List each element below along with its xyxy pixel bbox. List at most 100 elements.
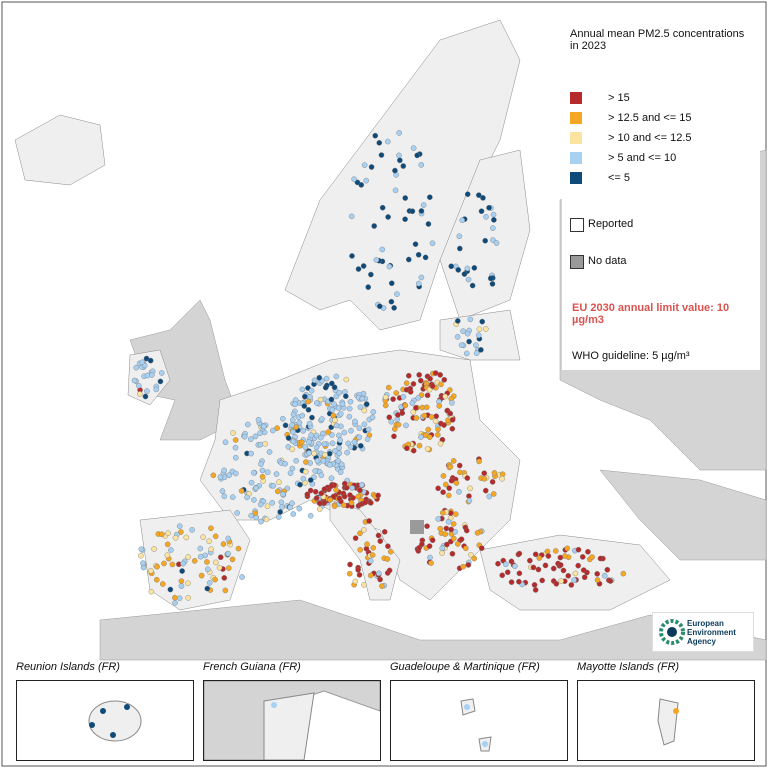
station-dot (444, 541, 450, 548)
station-dot (359, 395, 366, 402)
station-dot (153, 576, 160, 583)
station-dot (308, 387, 315, 394)
station-dot (148, 567, 154, 574)
station-dot (285, 443, 292, 450)
station-dot (333, 487, 339, 493)
station-dot (418, 208, 425, 214)
station-dot (535, 566, 542, 573)
station-dot (255, 416, 262, 423)
station-dot (456, 462, 463, 469)
station-dot (385, 214, 391, 220)
station-dot (133, 364, 139, 371)
station-dot (204, 559, 210, 565)
legend-swatch (570, 112, 582, 124)
station-dot (307, 394, 313, 400)
station-dot (457, 245, 463, 252)
station-dot (335, 405, 342, 411)
station-dot (487, 275, 494, 282)
station-dot (359, 482, 365, 488)
station-dot (379, 583, 385, 589)
station-dot (164, 552, 171, 559)
station-dot (337, 469, 344, 475)
station-dot (325, 429, 332, 435)
station-dot (435, 432, 441, 438)
station-dot (378, 152, 385, 158)
station-dot (579, 554, 586, 560)
station-dot (329, 440, 336, 447)
station-dot (460, 563, 466, 570)
station-dot (384, 138, 391, 145)
legend-label: <= 5 (608, 172, 631, 184)
station-dot (469, 282, 476, 289)
station-dot (370, 409, 377, 415)
station-dot (347, 561, 353, 568)
station-dot (428, 560, 434, 566)
station-dot (264, 503, 271, 510)
station-dot (476, 326, 483, 333)
station-dot (298, 439, 305, 446)
station-dot (440, 510, 446, 516)
station-dot (358, 182, 365, 188)
inset-label: French Guiana (FR) (203, 661, 301, 673)
station-dot (248, 512, 255, 519)
station-dot (131, 377, 138, 384)
station-dot (423, 404, 430, 411)
station-dot (357, 530, 363, 537)
station-dot (206, 538, 212, 545)
station-dot (140, 560, 146, 566)
station-dot (229, 494, 236, 500)
station-dot (183, 534, 190, 541)
station-dot (426, 543, 433, 549)
station-dot (316, 506, 323, 512)
station-dot (481, 470, 488, 476)
station-dot (620, 570, 627, 577)
station-dot (352, 418, 358, 425)
station-dot (252, 510, 259, 516)
station-dot (428, 414, 435, 420)
station-dot (460, 328, 466, 334)
station-dot (365, 426, 372, 433)
station-dot (489, 281, 496, 287)
station-dot (305, 398, 312, 405)
station-dot (306, 420, 313, 427)
station-dot (264, 469, 271, 476)
station-dot (346, 413, 353, 420)
station-dot (392, 167, 398, 174)
station-dot (458, 342, 465, 348)
station-dot (435, 426, 441, 433)
station-dot (441, 422, 447, 428)
station-dot (185, 554, 191, 560)
station-dot (176, 523, 183, 529)
station-dot (180, 560, 186, 567)
station-dot (314, 457, 321, 464)
station-dot (369, 414, 376, 421)
station-dot (290, 429, 296, 435)
station-dot (604, 566, 611, 573)
station-dot (365, 284, 372, 290)
station-dot (447, 410, 454, 417)
station-dot (328, 396, 335, 403)
station-dot (338, 461, 345, 468)
station-dot (253, 485, 259, 491)
station-dot (206, 580, 213, 586)
station-dot (495, 560, 501, 567)
station-dot (357, 487, 363, 494)
station-dot (467, 316, 474, 323)
station-dot (320, 458, 327, 464)
station-dot (450, 458, 457, 464)
station-dot (260, 423, 267, 430)
station-dot (329, 380, 335, 387)
station-dot (439, 545, 446, 552)
station-dot (278, 499, 285, 506)
station-dot (266, 449, 273, 455)
station-dot (309, 414, 315, 421)
inset-svg (204, 681, 380, 760)
station-dot (323, 375, 330, 382)
station-dot (474, 530, 481, 536)
station-dot (221, 467, 227, 474)
station-dot (326, 450, 333, 457)
station-dot (544, 548, 551, 555)
station-dot (468, 551, 474, 558)
station-dot (311, 450, 317, 457)
station-dot (471, 555, 478, 562)
